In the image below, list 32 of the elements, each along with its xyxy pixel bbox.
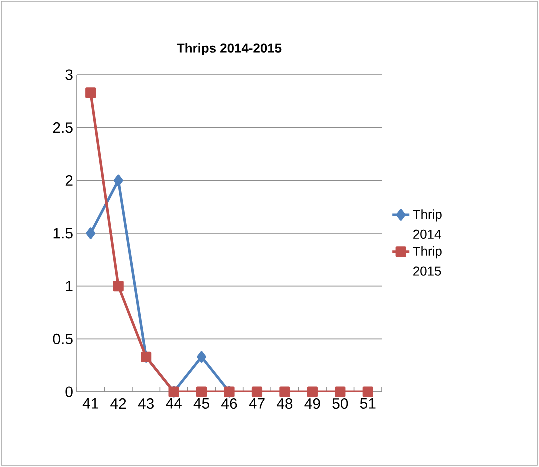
x-tick-label: 45 <box>194 398 210 409</box>
x-tick-label: 48 <box>276 398 293 410</box>
legend-label: Thrip 2015 <box>413 246 442 276</box>
y-tick-label: 1.5 <box>54 228 73 239</box>
y-tick-label: 0.5 <box>53 334 73 344</box>
x-tick-label: 41 <box>82 398 98 409</box>
y-tick-label: 1 <box>66 281 73 292</box>
legend-label: Thrip 2014 <box>413 210 442 240</box>
point <box>86 88 96 98</box>
x-tick-label: 47 <box>249 398 265 409</box>
x-tick-label: 51 <box>360 398 376 409</box>
y-tick-label: 0 <box>66 386 73 398</box>
point <box>362 386 374 398</box>
x-tick-label: 43 <box>138 398 154 410</box>
point <box>196 386 208 398</box>
x-tick-label: 46 <box>222 398 238 410</box>
y-tick-label: 2 <box>66 175 73 186</box>
y-tick-label: 2.5 <box>53 122 73 134</box>
point <box>307 386 318 398</box>
x-tick-label: 50 <box>332 398 348 410</box>
chart-title: Thrips 2014-2015 <box>177 43 282 56</box>
point <box>280 386 290 398</box>
point <box>113 281 124 292</box>
x-tick-label: 49 <box>304 398 320 410</box>
x-tick-label: 42 <box>110 398 126 409</box>
point <box>335 386 346 398</box>
x-tick-label: 44 <box>166 398 182 409</box>
point <box>86 228 96 240</box>
y-tick-label: 3 <box>66 70 73 80</box>
point <box>114 174 124 186</box>
point <box>252 386 263 398</box>
point <box>197 351 206 363</box>
